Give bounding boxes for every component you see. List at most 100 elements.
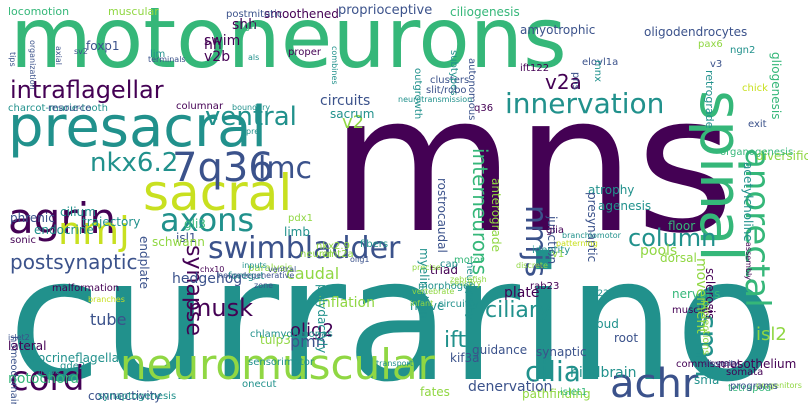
cloud-word: ift172 (38, 367, 62, 376)
cloud-word: agenesis (598, 199, 652, 213)
cloud-word: guidance (472, 343, 528, 357)
cloud-word: v2 (342, 112, 365, 133)
cloud-word: neurodegenerative (218, 271, 295, 280)
cloud-word: discrete (516, 261, 548, 270)
cloud-word: organogenesis (720, 147, 794, 158)
cloud-word: onecut (242, 379, 277, 390)
cloud-word: sma (694, 373, 720, 387)
cloud-word: connectivity (88, 389, 162, 403)
cloud-word: branches (88, 295, 125, 304)
cloud-word: mnx (592, 60, 603, 82)
cloud-word: intraflagellar (10, 76, 164, 104)
cloud-word: triad (430, 263, 458, 277)
cloud-word: fibers (360, 239, 389, 250)
cloud-word: lateral (8, 339, 47, 353)
cloud-word: terminals (148, 55, 186, 64)
cloud-word: proper (288, 47, 321, 58)
cloud-word: axial (54, 46, 63, 65)
cloud-word: transport (376, 359, 413, 368)
cloud-word: pre (246, 127, 260, 136)
cloud-word: nerve (410, 299, 445, 313)
cloud-word: lim (150, 49, 166, 60)
cloud-word: endplate (137, 236, 151, 289)
cloud-word: shh (232, 17, 258, 33)
cloud-word: diversification (756, 149, 808, 163)
cloud-word: postmitotic (226, 9, 283, 20)
cloud-word: sensorimotor (248, 357, 314, 368)
cloud-word: motor (454, 255, 485, 266)
cloud-word: v2b (204, 49, 231, 65)
cloud-word: chlamydomonas (250, 329, 333, 340)
cloud-word: gde2 (60, 361, 86, 372)
cloud-word: progenitors (756, 381, 802, 390)
cloud-word: presynaptic (585, 192, 599, 263)
cloud-word: smoothened (264, 7, 339, 21)
cloud-word: v2a (545, 70, 582, 94)
cloud-word: musk (188, 294, 253, 322)
cloud-word: denervation (468, 379, 553, 395)
cloud-word: infant (410, 299, 434, 308)
cloud-word: zone (254, 281, 274, 290)
cloud-word: hedgehog (172, 271, 243, 287)
cloud-word: organization (28, 40, 37, 90)
cloud-word: inputs (242, 261, 267, 270)
cloud-word: ventral (205, 102, 297, 132)
cloud-word: clusters (430, 75, 470, 86)
cloud-word: ventral (268, 265, 297, 274)
cloud-word: cord (10, 359, 85, 399)
cloud-word: q36 (474, 103, 494, 114)
cloud-word: 7q36 (172, 145, 274, 191)
cloud-word: combines (330, 46, 339, 85)
cloud-word: programs (730, 381, 778, 392)
cloud-word: v3 (710, 59, 723, 70)
cloud-word: dorsal (660, 251, 697, 265)
cloud-word: atrophy (588, 183, 635, 197)
cloud-word: islet2 (8, 333, 30, 342)
cloud-word: precise (412, 263, 441, 272)
cloud-word: somata (726, 367, 764, 378)
cloud-word: bud (596, 317, 619, 331)
cloud-word: isl1 (176, 231, 197, 245)
cloud-word: sv2 (74, 47, 88, 56)
cloud-word: gli3 (184, 217, 206, 231)
cloud-word: als (248, 53, 260, 62)
cloud-word: vertebrate (412, 287, 455, 296)
cloud-word: nmj (58, 209, 130, 253)
cloud-word: pools (640, 243, 678, 259)
cloud-word: tetrapod (728, 383, 772, 394)
cloud-word: kif3a (450, 351, 480, 365)
cloud-word: slit/robo (426, 85, 467, 96)
cloud-word: sonic (10, 235, 36, 246)
cloud-word: chx10 (200, 265, 225, 274)
cloud-word: limb (284, 225, 310, 239)
cloud-word: nkx6.2 (90, 148, 179, 178)
cloud-word: neural (300, 249, 332, 260)
cloud-word: fates (420, 385, 450, 399)
cloud-word: circuitry (438, 299, 479, 310)
cloud-word: boundary (232, 103, 271, 112)
cloud-word: caudal (286, 264, 340, 283)
cloud-word: nkx2.9 (316, 241, 350, 252)
cloud-word: projections (700, 300, 711, 356)
cloud-word: sacral (143, 164, 293, 222)
cloud-word: outgrowth (412, 68, 423, 120)
cloud-word: cap (440, 259, 458, 270)
cloud-word: identity (532, 245, 571, 256)
cloud-word: mesothelium (718, 357, 797, 371)
cloud-word: acetylcholine (741, 162, 755, 242)
cloud-word: anterograde (489, 178, 503, 252)
cloud-word: innervation (505, 87, 665, 120)
cloud-word: assembly (744, 242, 753, 280)
cloud-word: exit (748, 119, 767, 130)
cloud-word: hh (204, 37, 222, 53)
cloud-word: zebrafish (450, 275, 487, 284)
cloud-word: neuromuscular (120, 340, 435, 389)
cloud-word: morphogen (418, 281, 476, 292)
cloud-word: resource (48, 103, 92, 114)
cloud-word: lmc (258, 151, 313, 186)
cloud-word: pathfinding (522, 387, 591, 401)
cloud-word: ciliogenesis (450, 5, 520, 19)
cloud-word: swimbladder (208, 231, 401, 266)
cloud-word: gliogenesis (769, 52, 783, 120)
